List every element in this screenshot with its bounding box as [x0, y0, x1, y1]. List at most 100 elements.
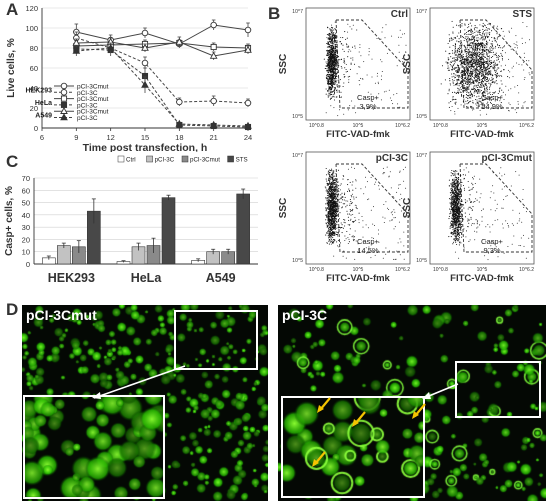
event-dot	[328, 205, 330, 207]
event-dot	[459, 67, 461, 69]
event-dot	[345, 38, 347, 40]
event-dot	[399, 199, 401, 201]
event-dot	[483, 50, 486, 53]
event-dot	[405, 51, 407, 53]
event-dot	[352, 193, 353, 195]
event-dot	[458, 244, 460, 246]
event-dot	[480, 57, 482, 59]
data-point	[141, 43, 149, 51]
event-dot	[481, 58, 483, 60]
event-dot	[480, 75, 483, 77]
event-dot	[393, 197, 395, 199]
event-dot	[329, 78, 331, 80]
event-dot	[472, 87, 475, 89]
event-dot	[500, 52, 502, 54]
event-dot	[471, 96, 473, 98]
event-dot	[331, 69, 333, 71]
event-dot	[528, 60, 530, 62]
event-dot	[463, 67, 465, 69]
event-dot	[501, 54, 503, 56]
event-dot	[454, 59, 456, 61]
event-dot	[469, 47, 471, 49]
event-dot	[469, 38, 471, 40]
event-dot	[335, 190, 337, 192]
event-dot	[329, 49, 331, 52]
event-dot	[488, 57, 490, 59]
event-dot	[328, 243, 330, 245]
event-dot	[494, 65, 496, 67]
event-dot	[488, 39, 491, 41]
event-dot	[521, 43, 523, 44]
event-dot	[500, 80, 502, 82]
event-dot	[500, 74, 502, 77]
event-dot	[491, 47, 493, 49]
event-dot	[365, 186, 366, 188]
event-dot	[464, 74, 466, 77]
event-dot	[481, 52, 483, 54]
event-dot	[493, 96, 495, 98]
event-dot	[473, 67, 475, 69]
event-dot	[328, 54, 330, 56]
event-dot	[328, 86, 330, 88]
event-dot	[485, 61, 487, 63]
event-dot	[472, 71, 474, 73]
event-dot	[332, 222, 334, 224]
event-dot	[336, 180, 338, 182]
event-dot	[455, 197, 457, 199]
event-dot	[343, 250, 345, 252]
event-dot	[367, 252, 369, 254]
event-dot	[328, 240, 330, 242]
event-dot	[448, 67, 450, 69]
event-dot	[463, 39, 465, 42]
event-dot	[485, 50, 487, 52]
event-dot	[463, 69, 465, 71]
event-dot	[483, 75, 484, 77]
event-dot	[472, 206, 474, 208]
event-dot	[332, 192, 334, 194]
event-dot	[466, 33, 468, 36]
event-dot	[482, 94, 484, 96]
event-dot	[464, 77, 466, 79]
casp-gate	[459, 163, 533, 253]
event-dot	[363, 61, 365, 63]
event-dot	[468, 86, 470, 88]
event-dot	[474, 38, 476, 40]
event-dot	[474, 201, 476, 203]
event-dot	[474, 31, 476, 34]
event-dot	[476, 44, 478, 46]
event-dot	[467, 180, 469, 183]
event-dot	[332, 174, 333, 176]
event-dot	[338, 194, 340, 196]
event-dot	[341, 207, 343, 209]
event-dot	[448, 106, 450, 108]
event-dot	[473, 95, 475, 97]
event-dot	[335, 43, 337, 45]
event-dot	[479, 73, 481, 75]
event-dot	[331, 39, 333, 41]
event-dot	[333, 51, 335, 54]
event-dot	[505, 64, 506, 66]
event-dot	[476, 88, 479, 91]
y-tick-label: 20	[30, 104, 38, 113]
event-dot	[462, 56, 464, 58]
event-dot	[496, 56, 498, 58]
event-dot	[336, 86, 339, 88]
event-dot	[452, 173, 454, 175]
event-dot	[482, 95, 485, 98]
x-tick-label: 15	[141, 133, 149, 142]
event-dot	[475, 81, 478, 83]
event-dot	[332, 219, 334, 222]
event-dot	[481, 54, 483, 56]
event-dot	[334, 39, 336, 41]
event-dot	[332, 170, 334, 172]
event-dot	[337, 245, 338, 247]
event-dot	[450, 56, 452, 58]
event-dot	[448, 236, 450, 238]
event-dot	[337, 189, 339, 191]
event-dot	[479, 83, 482, 85]
event-dot	[329, 227, 331, 229]
event-dot	[490, 102, 492, 105]
event-dot	[374, 254, 376, 256]
event-dot	[337, 185, 339, 187]
event-dot	[333, 54, 335, 56]
